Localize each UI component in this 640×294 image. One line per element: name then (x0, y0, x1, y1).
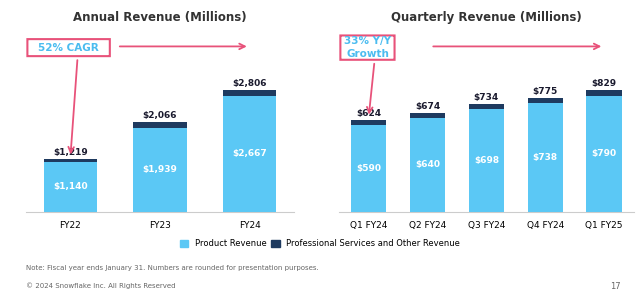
Bar (44, 162, 97, 212)
Bar (44, 159, 97, 162)
Legend: Product Revenue, Professional Services and Other Revenue: Product Revenue, Professional Services a… (177, 236, 463, 252)
Text: 17: 17 (610, 282, 621, 291)
Text: $829: $829 (591, 79, 617, 88)
FancyBboxPatch shape (28, 39, 110, 56)
Text: $2,806: $2,806 (232, 79, 267, 88)
Bar (133, 128, 187, 212)
Bar (351, 125, 387, 212)
Text: $624: $624 (356, 109, 381, 118)
Bar (586, 90, 622, 96)
Text: $1,939: $1,939 (143, 165, 177, 174)
Bar (410, 113, 445, 118)
Text: $775: $775 (532, 87, 558, 96)
Text: $590: $590 (356, 164, 381, 173)
Bar (527, 103, 563, 212)
Text: 33% Y/Y
Growth: 33% Y/Y Growth (344, 36, 391, 59)
Bar (468, 104, 504, 109)
Bar (586, 96, 622, 212)
Bar (527, 98, 563, 103)
Text: Note: Fiscal year ends January 31. Numbers are rounded for presentation purposes: Note: Fiscal year ends January 31. Numbe… (26, 265, 318, 270)
Title: Annual Revenue (Millions): Annual Revenue (Millions) (73, 11, 247, 24)
Text: $1,219: $1,219 (53, 148, 88, 157)
Text: $2,667: $2,667 (232, 149, 267, 158)
Title: Quarterly Revenue (Millions): Quarterly Revenue (Millions) (391, 11, 582, 24)
Text: $640: $640 (415, 160, 440, 169)
Text: $674: $674 (415, 102, 440, 111)
Text: © 2024 Snowflake Inc. All Rights Reserved: © 2024 Snowflake Inc. All Rights Reserve… (26, 282, 175, 289)
FancyBboxPatch shape (340, 36, 394, 60)
Text: $790: $790 (591, 149, 617, 158)
Bar (223, 96, 276, 212)
Text: $698: $698 (474, 156, 499, 165)
Text: 52% CAGR: 52% CAGR (38, 43, 99, 53)
Bar (410, 118, 445, 212)
Bar (351, 120, 387, 125)
Bar (468, 109, 504, 212)
Bar (223, 90, 276, 96)
Text: $734: $734 (474, 93, 499, 102)
Text: $1,140: $1,140 (53, 183, 88, 191)
Bar (133, 122, 187, 128)
Text: $738: $738 (532, 153, 558, 162)
Text: $2,066: $2,066 (143, 111, 177, 120)
